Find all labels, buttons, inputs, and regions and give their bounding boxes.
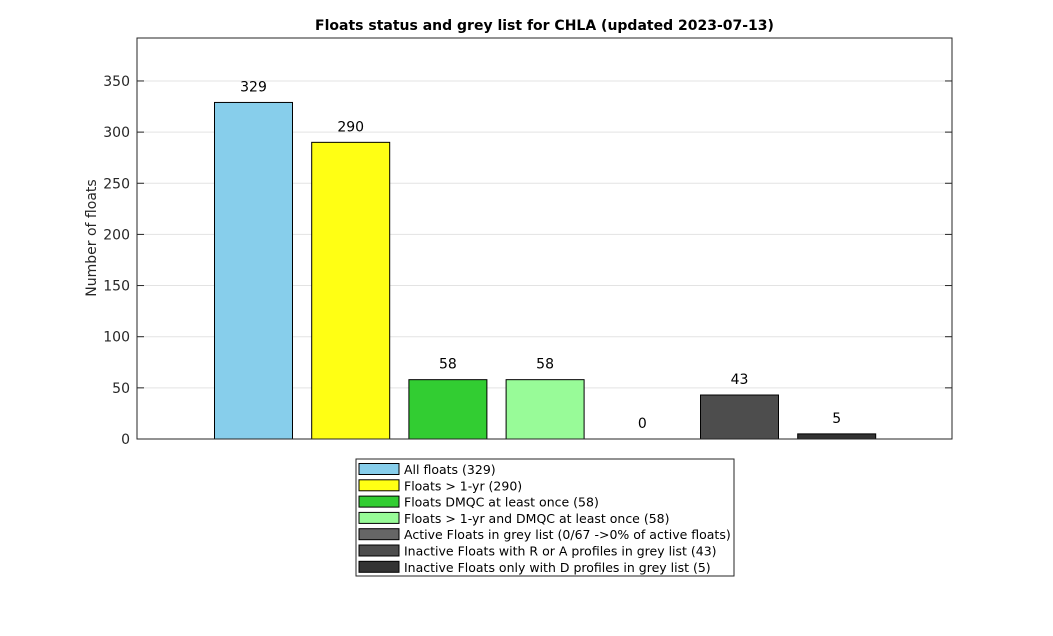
legend-swatch [358,495,400,508]
chart-title: Floats status and grey list for CHLA (up… [315,18,774,34]
legend-swatch [358,544,400,557]
legend-label: Inactive Floats with R or A profiles in … [404,544,717,559]
bar-value-label: 58 [439,357,457,373]
y-tick-label: 200 [103,227,130,243]
y-tick-label: 250 [103,176,130,192]
legend-label: All floats (329) [404,462,496,477]
legend-label: Floats > 1-yr and DMQC at least once (58… [404,511,670,526]
bar-value-label: 43 [731,372,749,388]
y-axis-label: Number of floats [84,179,100,296]
y-tick-label: 100 [103,330,130,346]
y-tick-label: 150 [103,279,130,295]
y-tick-label: 50 [112,381,130,397]
bar [505,379,585,440]
legend-label: Floats > 1-yr (290) [404,478,522,493]
legend-label: Active Floats in grey list (0/67 ->0% of… [404,527,731,542]
legend-items: All floats (329)Floats > 1-yr (290) Float… [358,462,731,575]
bar-value-label: 0 [638,416,647,432]
legend-swatch [358,463,400,475]
legend-swatch [358,511,400,524]
legend-swatch [358,528,400,541]
legend: All floats (329)Floats > 1-yr (290) Float… [355,458,735,577]
legend-label: Floats DMQC at least once (58) [404,495,599,510]
legend-label: Inactive Floats only with D profiles in … [404,560,711,575]
legend-box [355,458,735,577]
bar [214,101,293,440]
bar-value-label: 5 [832,411,841,427]
data-labels: 329 290 58 58 0 43 5 [240,79,841,432]
plot-area [136,37,953,440]
legend-swatch [358,560,400,573]
bar [311,141,391,440]
bar [797,433,877,440]
bar [700,394,779,440]
bar-value-label: 58 [536,357,554,373]
legend-swatch [358,479,400,492]
bar [408,379,488,440]
bar-value-label: 290 [337,119,364,135]
y-tick-label: 350 [103,74,130,90]
bar-value-label: 329 [240,79,267,95]
y-tick-label: 300 [103,125,130,141]
y-tick-label: 0 [121,432,130,448]
